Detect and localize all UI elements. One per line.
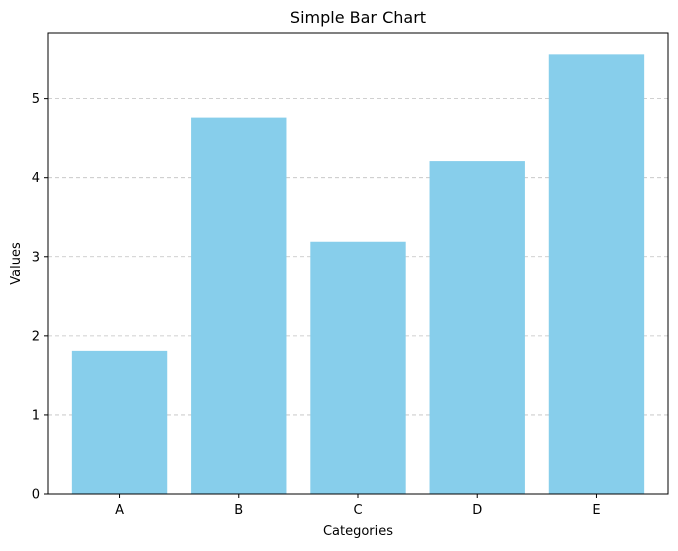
bar-a <box>71 350 168 494</box>
bar-e <box>548 54 645 494</box>
ticks-layer: 0 1 2 3 4 5 A B C D E <box>32 92 601 518</box>
x-tick-label: D <box>472 503 482 518</box>
y-tick-label: 5 <box>32 92 40 107</box>
y-tick-label: 3 <box>32 250 40 265</box>
x-tick-label: B <box>234 503 243 518</box>
y-tick-label: 1 <box>32 408 40 423</box>
bars-layer <box>71 54 645 494</box>
x-tick-label: E <box>592 503 600 518</box>
bar-d <box>429 161 525 494</box>
bar-c <box>310 241 406 494</box>
x-tick-label: C <box>353 503 362 518</box>
y-tick-label: 2 <box>32 329 40 344</box>
y-tick-label: 0 <box>32 488 40 503</box>
chart-title: Simple Bar Chart <box>290 8 426 27</box>
x-tick-label: A <box>115 503 124 518</box>
x-axis-label: Categories <box>323 524 393 539</box>
y-tick-label: 4 <box>32 171 40 186</box>
bar-b <box>191 117 287 494</box>
y-axis-label: Values <box>9 242 24 285</box>
